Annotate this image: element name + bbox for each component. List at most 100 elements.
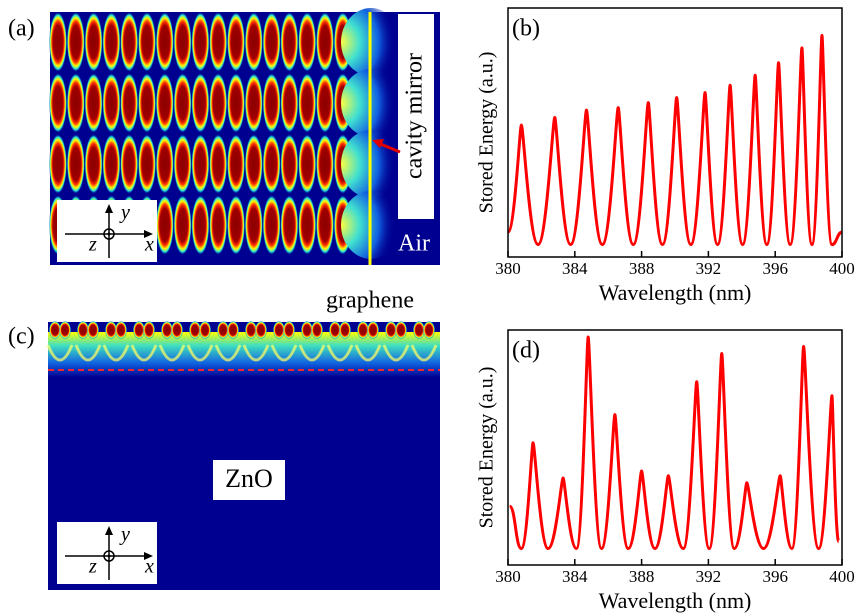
medium-label: ZnO bbox=[225, 464, 273, 493]
x-tick-label: 380 bbox=[495, 567, 521, 586]
field-lobe bbox=[263, 73, 281, 133]
field-lobe bbox=[191, 195, 209, 255]
field-dot bbox=[115, 321, 127, 339]
field-dot bbox=[199, 321, 211, 339]
field-lobe bbox=[85, 134, 103, 194]
x-tick-label: 392 bbox=[696, 259, 722, 278]
field-dot bbox=[171, 321, 183, 339]
field-lobe bbox=[49, 73, 67, 133]
field-lobe bbox=[120, 73, 138, 133]
field-lobe bbox=[280, 134, 298, 194]
field-lobe bbox=[245, 73, 263, 133]
field-lobe bbox=[156, 12, 174, 72]
field-lobe bbox=[156, 73, 174, 133]
field-lobe bbox=[49, 134, 67, 194]
field-lobe bbox=[316, 195, 334, 255]
figure: (a) graphene (c) ZnO cavity mirrorAiryxz… bbox=[0, 0, 863, 614]
graphene-label: graphene bbox=[326, 288, 414, 314]
x-tick-label: 384 bbox=[562, 259, 588, 278]
field-lobe bbox=[138, 12, 156, 72]
field-lobe bbox=[102, 12, 120, 72]
field-dot bbox=[87, 321, 99, 339]
mirror-label: cavity mirror bbox=[402, 53, 428, 179]
axis-label: y bbox=[119, 524, 130, 546]
field-lobe bbox=[67, 134, 85, 194]
field-lobe bbox=[67, 73, 85, 133]
field-lobe bbox=[316, 134, 334, 194]
field-lobe bbox=[227, 134, 245, 194]
y-axis-label: Stored Energy (a.u.) bbox=[476, 52, 498, 214]
panel-label: (c) bbox=[8, 324, 35, 350]
field-lobe bbox=[174, 134, 192, 194]
z-axis bbox=[108, 233, 111, 236]
field-lobe bbox=[138, 134, 156, 194]
field-dot bbox=[59, 321, 71, 339]
field-lobe bbox=[191, 134, 209, 194]
field-dot bbox=[339, 321, 351, 339]
x-tick-label: 400 bbox=[829, 259, 855, 278]
field-dot bbox=[395, 321, 407, 339]
field-lobe bbox=[245, 12, 263, 72]
field-lobe bbox=[316, 73, 334, 133]
x-tick-label: 384 bbox=[562, 567, 588, 586]
field-lobe bbox=[280, 12, 298, 72]
field-lobe bbox=[209, 12, 227, 72]
field-dot bbox=[227, 321, 239, 339]
field-lobe bbox=[102, 134, 120, 194]
x-tick-label: 396 bbox=[762, 567, 788, 586]
x-tick-label: 380 bbox=[495, 259, 521, 278]
field-lobe bbox=[227, 73, 245, 133]
field-lobe bbox=[85, 12, 103, 72]
field-lobe bbox=[209, 73, 227, 133]
field-lobe bbox=[174, 73, 192, 133]
field-lobe bbox=[280, 195, 298, 255]
field-lobe bbox=[49, 12, 67, 72]
field-lobe bbox=[138, 73, 156, 133]
field-lobe bbox=[191, 12, 209, 72]
field-lobe bbox=[174, 12, 192, 72]
field-lobe bbox=[298, 195, 316, 255]
field-lobe bbox=[227, 195, 245, 255]
field-lobe bbox=[102, 73, 120, 133]
field-dot bbox=[143, 321, 155, 339]
medium-label: Air bbox=[398, 231, 430, 257]
field-lobe bbox=[191, 73, 209, 133]
field-lobe bbox=[245, 195, 263, 255]
field-lobe bbox=[85, 73, 103, 133]
x-tick-label: 400 bbox=[829, 567, 855, 586]
field-lobe bbox=[67, 12, 85, 72]
field-lobe bbox=[120, 12, 138, 72]
field-lobe bbox=[263, 134, 281, 194]
field-lobe bbox=[298, 12, 316, 72]
field-dot bbox=[255, 321, 267, 339]
field-lobe bbox=[174, 195, 192, 255]
field-lobe bbox=[280, 73, 298, 133]
axis-label: z bbox=[88, 556, 97, 578]
field-lobe bbox=[209, 134, 227, 194]
panel-label: (d) bbox=[512, 338, 540, 364]
field-dot bbox=[423, 321, 435, 339]
field-lobe bbox=[263, 195, 281, 255]
field-lobe bbox=[298, 134, 316, 194]
x-axis-label: Wavelength (nm) bbox=[599, 588, 752, 613]
axis-label: x bbox=[144, 234, 154, 256]
field-lobe bbox=[245, 134, 263, 194]
x-tick-label: 392 bbox=[696, 567, 722, 586]
z-axis bbox=[108, 555, 111, 558]
field-lobe bbox=[227, 12, 245, 72]
spectrum-line bbox=[510, 337, 839, 549]
x-axis-label: Wavelength (nm) bbox=[599, 280, 752, 305]
field-dot bbox=[311, 321, 323, 339]
plot-frame bbox=[508, 330, 842, 565]
y-axis-label: Stored Energy (a.u.) bbox=[476, 367, 498, 529]
field-lobe bbox=[156, 134, 174, 194]
axis-label: x bbox=[144, 556, 154, 578]
field-lobe bbox=[263, 12, 281, 72]
field-lobe bbox=[316, 12, 334, 72]
field-dot bbox=[367, 321, 379, 339]
field-lobe bbox=[209, 195, 227, 255]
panel-label: (a) bbox=[8, 16, 35, 42]
axis-label: y bbox=[119, 202, 130, 224]
axis-label: z bbox=[88, 234, 97, 256]
x-tick-label: 388 bbox=[629, 259, 655, 278]
